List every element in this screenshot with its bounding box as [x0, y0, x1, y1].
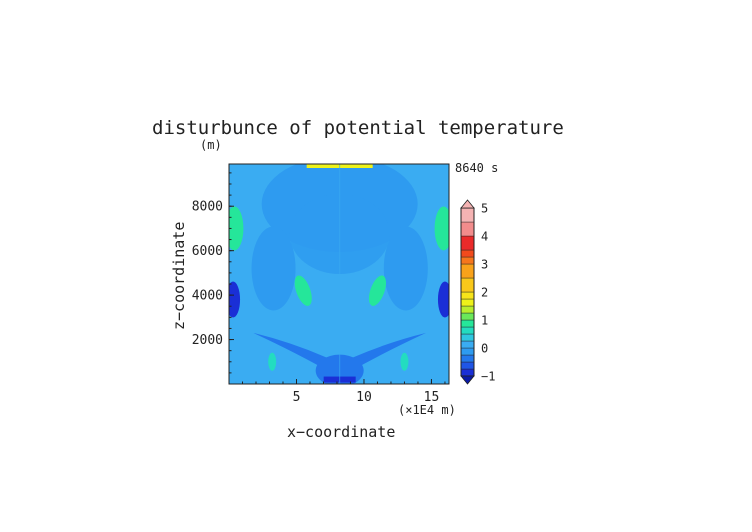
- y-tick-label: 6000: [192, 244, 223, 259]
- y-axis-title: z−coordinate: [170, 222, 188, 330]
- colorbar-swatch: [460, 298, 475, 307]
- feature-mid-left-lobe: [251, 226, 296, 311]
- colorbar-tick-label: 3: [481, 258, 488, 272]
- x-axis-title: x−coordinate: [287, 423, 395, 441]
- colorbar-tick-label: 5: [481, 202, 488, 216]
- colorbar-swatch: [460, 235, 475, 251]
- colorbar-tick-label: 2: [481, 286, 488, 300]
- feature-right-edge-cold: [437, 281, 449, 318]
- plot-frame: [228, 163, 450, 385]
- x-unit-label: (×1E4 m): [398, 403, 456, 417]
- x-axis: 5 10 15: [241, 379, 446, 405]
- feature-right-edge-warm: [434, 206, 449, 251]
- x-tick-label: 10: [356, 390, 372, 405]
- colorbar-top-arrow: [460, 199, 475, 209]
- y-axis: 2000 4000 6000 8000: [192, 172, 234, 374]
- x-tick-label: 5: [293, 390, 301, 405]
- colorbar-swatch: [460, 256, 475, 265]
- colorbar-swatch: [460, 221, 475, 237]
- colorbar-swatch: [460, 361, 475, 370]
- colorbar-swatch: [460, 277, 475, 293]
- colorbar-swatch: [460, 249, 475, 258]
- time-label: 8640 s: [455, 161, 498, 175]
- y-tick-label: 4000: [192, 289, 223, 304]
- colorbar-tick-label: −1: [481, 370, 495, 384]
- colorbar-swatch: [460, 368, 475, 377]
- colorbar-swatch: [460, 312, 475, 321]
- y-tick-label: 2000: [192, 333, 223, 348]
- colorbar-bottom-arrow: [460, 375, 475, 385]
- feature-low-right-warm: [400, 352, 409, 371]
- colorbar-swatch: [460, 305, 475, 314]
- colorbar-swatch: [460, 340, 475, 349]
- colorbar-swatch: [460, 347, 475, 356]
- colorbar-swatch: [460, 354, 475, 363]
- colorbar-swatch: [460, 326, 475, 335]
- colorbar-tick-label: 1: [481, 314, 488, 328]
- colorbar-swatch: [460, 333, 475, 342]
- colorbar-tick-label: 4: [481, 230, 488, 244]
- colorbar: −1 0 1 2 3 4 5: [460, 199, 495, 385]
- feature-low-left-warm: [268, 352, 277, 371]
- chart-title: disturbunce of potential temperature: [152, 117, 564, 139]
- colorbar-swatch: [460, 207, 475, 223]
- colorbar-swatch: [460, 319, 475, 328]
- feature-mid-right-lobe: [383, 226, 428, 311]
- y-tick-label: 8000: [192, 200, 223, 215]
- colorbar-swatch: [460, 263, 475, 279]
- feature-mid-left-warm: [294, 275, 312, 306]
- colorbar-tick-label: 0: [481, 342, 488, 356]
- feature-left-edge-cold: [229, 281, 241, 318]
- colorbar-swatch: [460, 291, 475, 300]
- y-unit-label: (m): [200, 138, 222, 152]
- feature-mid-right-warm: [368, 275, 387, 306]
- plot-area: [228, 163, 450, 385]
- feature-left-edge-warm: [229, 206, 244, 251]
- x-tick-label: 15: [424, 390, 440, 405]
